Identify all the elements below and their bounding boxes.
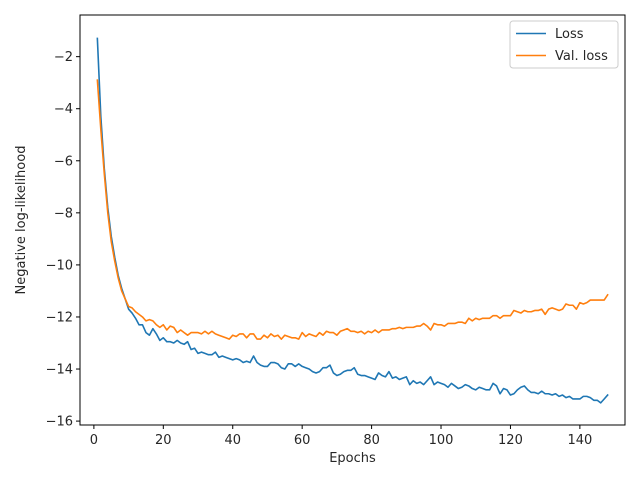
series-line-val-loss [96,79,609,340]
y-tick-label: −8 [54,206,73,221]
axes-frame [79,14,626,426]
series-line-loss [96,37,609,404]
x-tick-label: 40 [224,433,241,448]
y-tick-label: −12 [46,310,73,325]
y-tick-label: −16 [46,415,73,430]
y-tick-label: −10 [46,258,73,273]
legend-label-val-loss: Val. loss [555,49,608,64]
legend-label-loss: Loss [555,27,584,42]
y-tick-label: −4 [54,102,73,117]
y-tick-label: −6 [54,154,73,169]
y-axis: −16 −14 −12 −10 −8 −6 −4 −2 [46,50,80,430]
x-tick-label: 20 [155,433,172,448]
plot-area [96,37,609,404]
x-axis-label: Epochs [329,451,376,466]
y-tick-label: −14 [46,363,73,378]
legend: Loss Val. loss [509,20,619,69]
y-axis-label: Negative log-likelihood [14,146,29,295]
x-tick-label: 60 [294,433,311,448]
x-tick-label: 140 [567,433,592,448]
x-axis: 0 20 40 60 80 100 120 140 [90,425,592,448]
x-tick-label: 120 [498,433,523,448]
x-tick-label: 100 [429,433,454,448]
x-tick-label: 0 [90,433,98,448]
x-tick-label: 80 [363,433,380,448]
y-tick-label: −2 [54,50,73,65]
